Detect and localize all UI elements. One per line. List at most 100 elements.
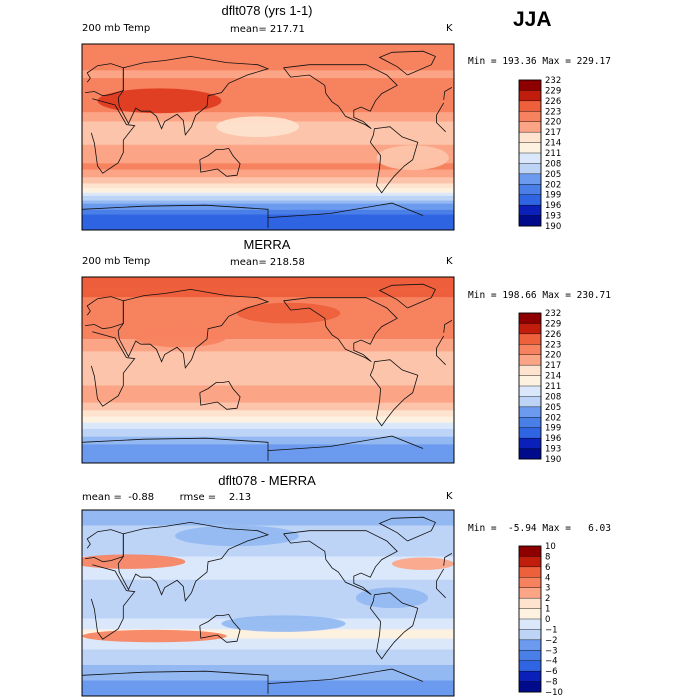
south-america-outline — [369, 592, 419, 660]
zonal-band — [82, 635, 454, 638]
zonal-band — [82, 180, 454, 183]
zonal-band — [82, 517, 454, 520]
zonal-band — [82, 414, 454, 418]
anomaly-blob — [97, 88, 222, 114]
zonal-band — [82, 65, 454, 68]
zonal-band — [82, 202, 454, 205]
zonal-band — [82, 380, 454, 383]
zonal-band — [82, 175, 454, 178]
zonal-band — [82, 186, 454, 189]
zonal-band — [82, 96, 454, 99]
colorbar-swatch — [518, 597, 542, 610]
zonal-band — [82, 397, 454, 401]
zonal-band — [82, 48, 454, 51]
zonal-band — [82, 334, 454, 337]
zonal-band — [82, 109, 454, 112]
zonal-band — [82, 346, 454, 349]
zonal-band — [82, 545, 454, 548]
zonal-band — [82, 154, 454, 157]
panel-3-coastlines — [82, 516, 453, 694]
australia-outline — [199, 380, 241, 410]
zonal-band — [82, 408, 454, 411]
zonal-band — [82, 391, 454, 394]
zonal-band — [82, 413, 454, 416]
colorbar-tick-label: 2 — [545, 594, 550, 604]
zonal-band — [82, 57, 454, 61]
zonal-band — [82, 390, 454, 393]
zonal-band — [82, 228, 454, 230]
zonal-band — [82, 373, 454, 376]
asia-outline — [117, 55, 270, 136]
zonal-band — [82, 643, 454, 646]
zonal-band — [82, 158, 454, 161]
colorbar-swatch — [518, 670, 542, 683]
zonal-band — [82, 558, 454, 561]
colorbar-tick-label: −1 — [545, 625, 558, 635]
zonal-band — [82, 668, 454, 671]
colorbar-tick-label: 8 — [545, 552, 550, 562]
zonal-band — [82, 371, 454, 374]
zonal-band — [82, 169, 454, 172]
zonal-band — [82, 387, 454, 390]
zonal-band — [82, 226, 454, 230]
zonal-band — [82, 666, 454, 669]
zonal-band — [82, 655, 454, 658]
zonal-band — [82, 514, 454, 517]
zonal-band — [82, 576, 454, 579]
colorbar-tick-label: 223 — [545, 107, 561, 117]
colorbar-tick-label: 199 — [545, 424, 561, 434]
zonal-band — [82, 585, 454, 589]
colorbar-tick-label: 205 — [545, 170, 561, 180]
zonal-band — [82, 61, 454, 64]
panel-2-colorbar: 2322292262232202172142112082052021991961… — [518, 309, 561, 465]
panel-2-minmax: Min = 198.66 Max = 230.71 — [468, 290, 611, 301]
zonal-band — [82, 356, 454, 359]
zonal-band — [82, 295, 454, 298]
zonal-band — [82, 143, 454, 146]
zonal-band — [82, 359, 454, 362]
colorbar-tick-label: 208 — [545, 159, 561, 169]
zonal-band — [82, 102, 454, 106]
colorbar-tick-label: 202 — [545, 180, 561, 190]
zonal-band — [82, 596, 454, 599]
zonal-band — [82, 595, 454, 598]
panel-2-field-label: 200 mb Temp — [82, 256, 151, 267]
colorbar-tick-label: 211 — [545, 149, 561, 159]
zonal-band — [82, 550, 454, 553]
zonal-band — [82, 510, 454, 513]
zonal-band — [82, 141, 454, 144]
zonal-band — [82, 75, 454, 78]
zonal-band — [82, 286, 454, 289]
zonal-band — [82, 323, 454, 326]
zonal-band — [82, 435, 454, 438]
zonal-band — [82, 522, 454, 525]
zonal-band — [82, 289, 454, 292]
zonal-band — [82, 613, 454, 616]
zonal-band — [82, 581, 454, 584]
zonal-band — [82, 92, 454, 95]
zonal-band — [82, 370, 454, 373]
colorbar-swatch — [518, 639, 542, 651]
zonal-band — [82, 79, 454, 82]
zonal-band — [82, 326, 454, 329]
zonal-band — [82, 589, 454, 592]
zonal-band — [82, 658, 454, 661]
zonal-band — [82, 200, 454, 203]
zonal-band — [82, 115, 454, 118]
zonal-band — [82, 411, 454, 414]
greenland-outline — [378, 516, 436, 542]
colorbar-swatch — [518, 618, 542, 630]
zonal-band — [82, 101, 454, 104]
zonal-band — [82, 328, 454, 331]
colorbar-tick-label: 196 — [545, 201, 561, 211]
zonal-band — [82, 149, 454, 152]
colorbar-tick-label: 220 — [545, 351, 561, 361]
zonal-band — [82, 340, 454, 343]
africa-outline — [90, 98, 446, 174]
zonal-band — [82, 419, 454, 422]
zonal-band — [82, 551, 454, 554]
colorbar-tick-label: 226 — [545, 330, 561, 340]
zonal-band — [82, 206, 454, 209]
colorbar-frame — [518, 79, 542, 227]
